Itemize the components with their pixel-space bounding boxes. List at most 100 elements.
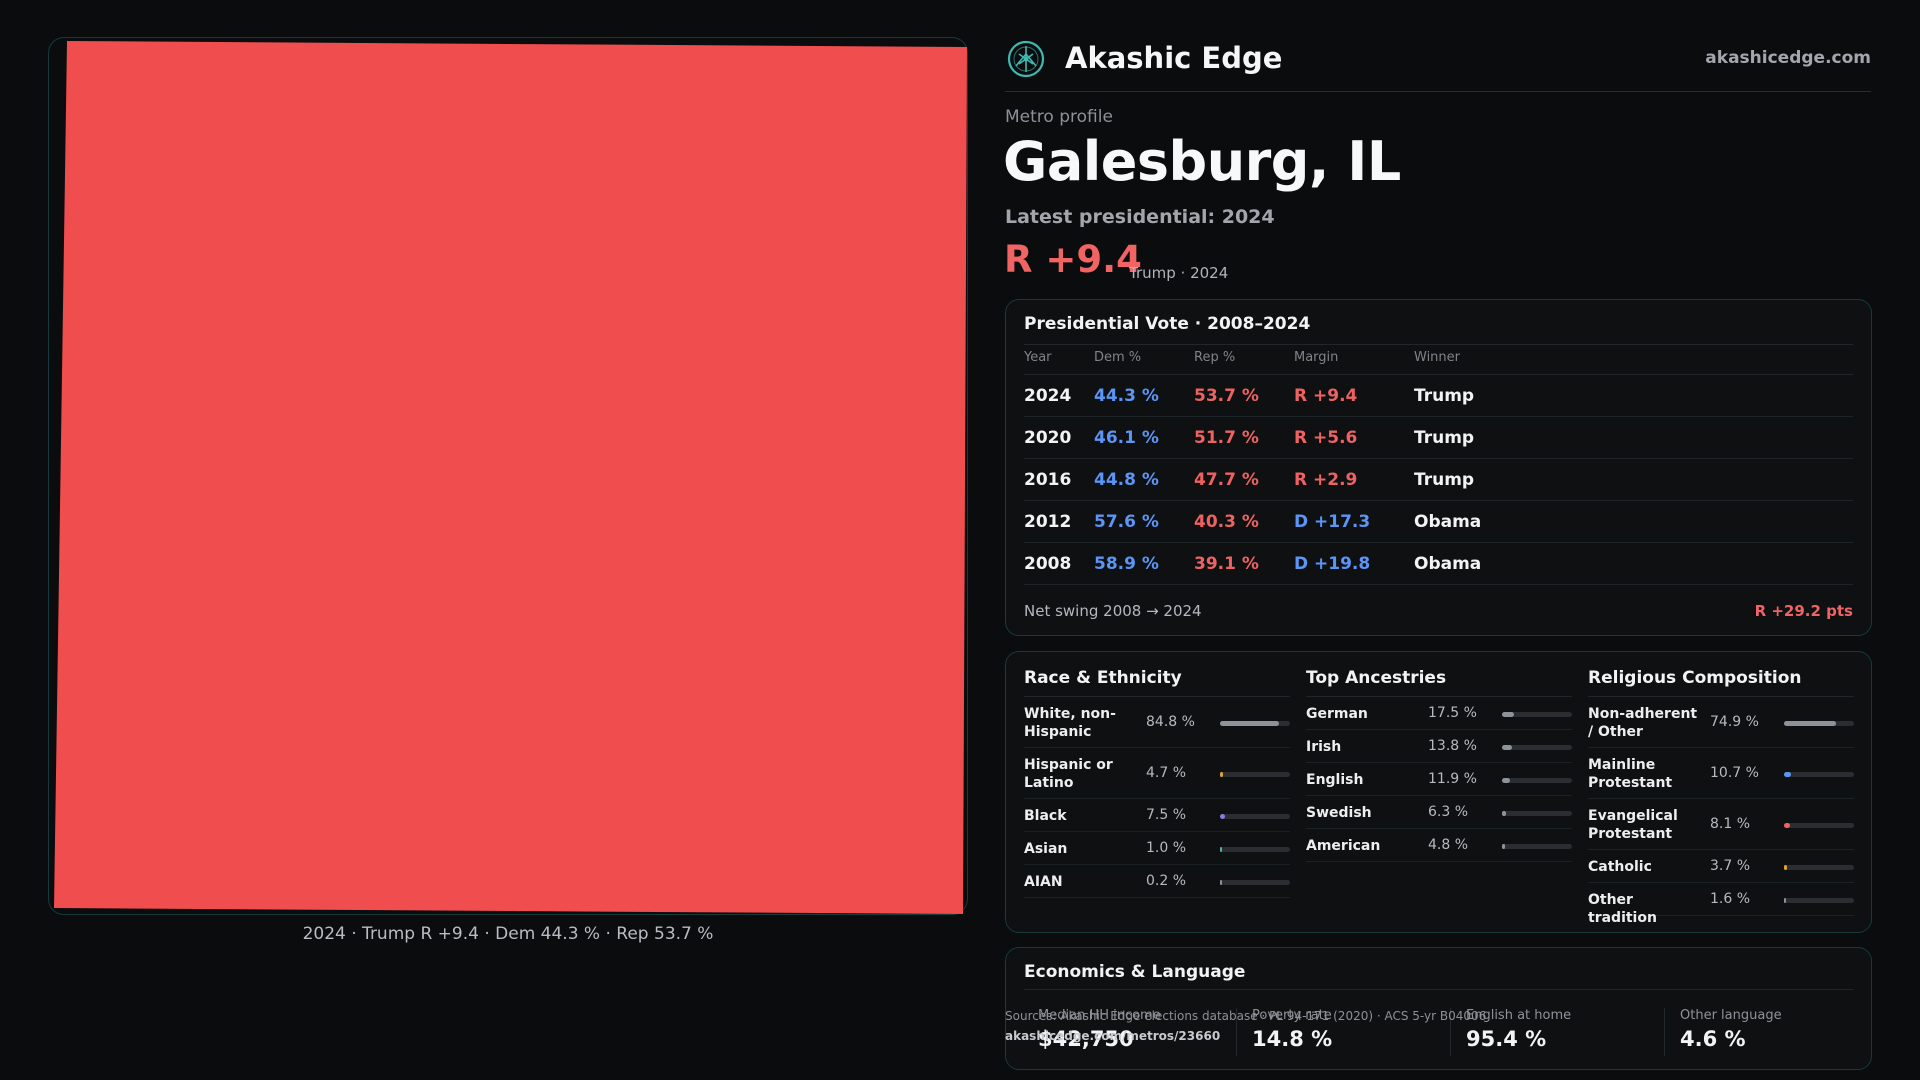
demographic-row: Mainline Protestant 10.7 % — [1588, 749, 1854, 799]
metro-map[interactable] — [48, 37, 968, 915]
demographic-percent: 74.9 % — [1710, 714, 1759, 730]
demographic-percent: 13.8 % — [1428, 738, 1477, 754]
year-cell: 2020 — [1024, 428, 1072, 448]
akashic-edge-logo-icon[interactable] — [1007, 40, 1045, 78]
divider — [1024, 374, 1853, 375]
demographic-bar-fill — [1220, 721, 1280, 726]
net-swing-label: Net swing 2008 → 2024 — [1024, 602, 1202, 620]
winner-cell: Trump — [1414, 428, 1475, 448]
latest-presidential-label: Latest presidential: 2024 — [1005, 206, 1275, 228]
col-header-dem: Dem % — [1094, 350, 1142, 365]
demographic-column-title: Race & Ethnicity — [1024, 668, 1182, 688]
demographic-row: Catholic 3.7 % — [1588, 851, 1854, 883]
demographic-bar-track — [1502, 712, 1572, 717]
english-at-home-stat: English at home 95.4 % — [1466, 1008, 1571, 1051]
demographic-row: Swedish 6.3 % — [1306, 797, 1572, 829]
winner-cell: Trump — [1414, 470, 1475, 490]
demographic-percent: 10.7 % — [1710, 765, 1759, 781]
demographic-bar-track — [1220, 772, 1290, 777]
metro-boundary-shape[interactable] — [54, 41, 967, 914]
vote-table-row: 2012 57.6 % 40.3 % D +17.3 Obama — [1024, 501, 1853, 543]
religious-composition-column: Religious Composition Non-adherent / Othe… — [1588, 652, 1854, 932]
year-cell: 2024 — [1024, 386, 1072, 406]
demographic-bar-track — [1784, 823, 1854, 828]
stat-label: Other language — [1680, 1008, 1782, 1023]
winner-cell: Obama — [1414, 512, 1482, 532]
demographic-bar-fill — [1220, 847, 1222, 852]
demographic-bar-track — [1784, 898, 1854, 903]
demographic-label: Irish — [1306, 739, 1342, 755]
demographics-card: Race & Ethnicity White, non-Hispanic 84.8 … — [1005, 651, 1872, 933]
demographic-percent: 3.7 % — [1710, 858, 1751, 874]
page-title: Galesburg, IL — [1003, 130, 1401, 193]
divider — [1236, 1008, 1237, 1056]
demographic-bar-track — [1220, 721, 1290, 726]
brand-url-link[interactable]: akashicedge.com — [1705, 48, 1871, 68]
demographic-bar-fill — [1220, 814, 1226, 819]
divider — [1664, 1008, 1665, 1056]
demographic-label: Other tradition — [1588, 892, 1657, 926]
margin-cell: R +9.4 — [1294, 386, 1358, 406]
demographic-row: German 17.5 % — [1306, 698, 1572, 730]
demographic-bar-track — [1502, 811, 1572, 816]
demographic-row: English 11.9 % — [1306, 764, 1572, 796]
margin-cell: R +5.6 — [1294, 428, 1358, 448]
stat-value: 4.6 % — [1680, 1027, 1746, 1051]
demographic-percent: 4.8 % — [1428, 837, 1469, 853]
brand-header: Akashic Edge akashicedge.com — [1005, 36, 1871, 92]
demographic-bar-fill — [1502, 844, 1506, 849]
demographic-label: German — [1306, 706, 1368, 722]
divider — [1450, 1008, 1451, 1056]
top-ancestries-column: Top Ancestries German 17.5 % Irish 13.8 % Eng… — [1306, 652, 1572, 932]
vote-table-row: 2020 46.1 % 51.7 % R +5.6 Trump — [1024, 417, 1853, 459]
demographic-row: Asian 1.0 % — [1024, 833, 1290, 865]
sources-text: Sources: Akashic Edge elections database… — [1005, 1009, 1487, 1023]
demographic-percent: 1.6 % — [1710, 891, 1751, 907]
winner-cell: Trump — [1414, 386, 1475, 406]
demographic-bar-fill — [1784, 823, 1790, 828]
demographic-bar-fill — [1784, 772, 1792, 777]
metro-permalink[interactable]: akashicedge.com/metros/23660 — [1005, 1029, 1221, 1043]
map-caption: 2024 · Trump R +9.4 · Dem 44.3 % · Rep 5… — [302, 924, 714, 944]
stat-label: English at home — [1466, 1008, 1572, 1023]
median-income-stat: Median HH income $42,750 — [1038, 1008, 1161, 1051]
col-header-year: Year — [1024, 350, 1052, 365]
divider — [1588, 696, 1854, 697]
demographic-bar-fill — [1502, 712, 1515, 717]
demographic-row: Irish 13.8 % — [1306, 731, 1572, 763]
demographic-bar-track — [1220, 880, 1290, 885]
demographic-bar-fill — [1502, 745, 1512, 750]
rep-pct-cell: 53.7 % — [1194, 386, 1259, 406]
demographic-column-title: Top Ancestries — [1306, 668, 1447, 688]
stat-label: Poverty rate — [1252, 1008, 1332, 1023]
vote-table-row: 2024 44.3 % 53.7 % R +9.4 Trump — [1024, 375, 1853, 417]
economics-card-title: Economics & Language — [1024, 962, 1246, 982]
demographic-bar-fill — [1784, 721, 1837, 726]
page-kicker: Metro profile — [1005, 107, 1113, 127]
demographic-percent: 17.5 % — [1428, 705, 1477, 721]
demographic-label: Hispanic or Latino — [1024, 757, 1113, 791]
sources-footer: Sources: Akashic Edge elections database… — [1005, 1006, 1486, 1046]
col-header-winner: Winner — [1414, 350, 1461, 365]
dem-pct-cell: 46.1 % — [1094, 428, 1159, 448]
demographic-label: Black — [1024, 808, 1067, 824]
divider — [1024, 696, 1290, 697]
dem-pct-cell: 44.3 % — [1094, 386, 1159, 406]
demographic-bar-fill — [1220, 772, 1224, 777]
stat-value: $42,750 — [1038, 1027, 1134, 1051]
brand-name: Akashic Edge — [1065, 41, 1283, 75]
winner-cell: Obama — [1414, 554, 1482, 574]
demographic-label: Evangelical Protestant — [1588, 808, 1678, 842]
demographic-percent: 84.8 % — [1146, 714, 1195, 730]
demographic-percent: 1.0 % — [1146, 840, 1187, 856]
year-cell: 2016 — [1024, 470, 1072, 490]
demographic-row: Evangelical Protestant 8.1 % — [1588, 800, 1854, 850]
demographic-column-title: Religious Composition — [1588, 668, 1802, 688]
demographic-bar-track — [1220, 847, 1290, 852]
demographic-bar-track — [1502, 745, 1572, 750]
demographic-bar-track — [1502, 778, 1572, 783]
headline-margin: R +9.4 — [1004, 238, 1142, 281]
demographic-label: Catholic — [1588, 859, 1652, 875]
demographic-row: AIAN 0.2 % — [1024, 866, 1290, 898]
divider — [1306, 696, 1572, 697]
